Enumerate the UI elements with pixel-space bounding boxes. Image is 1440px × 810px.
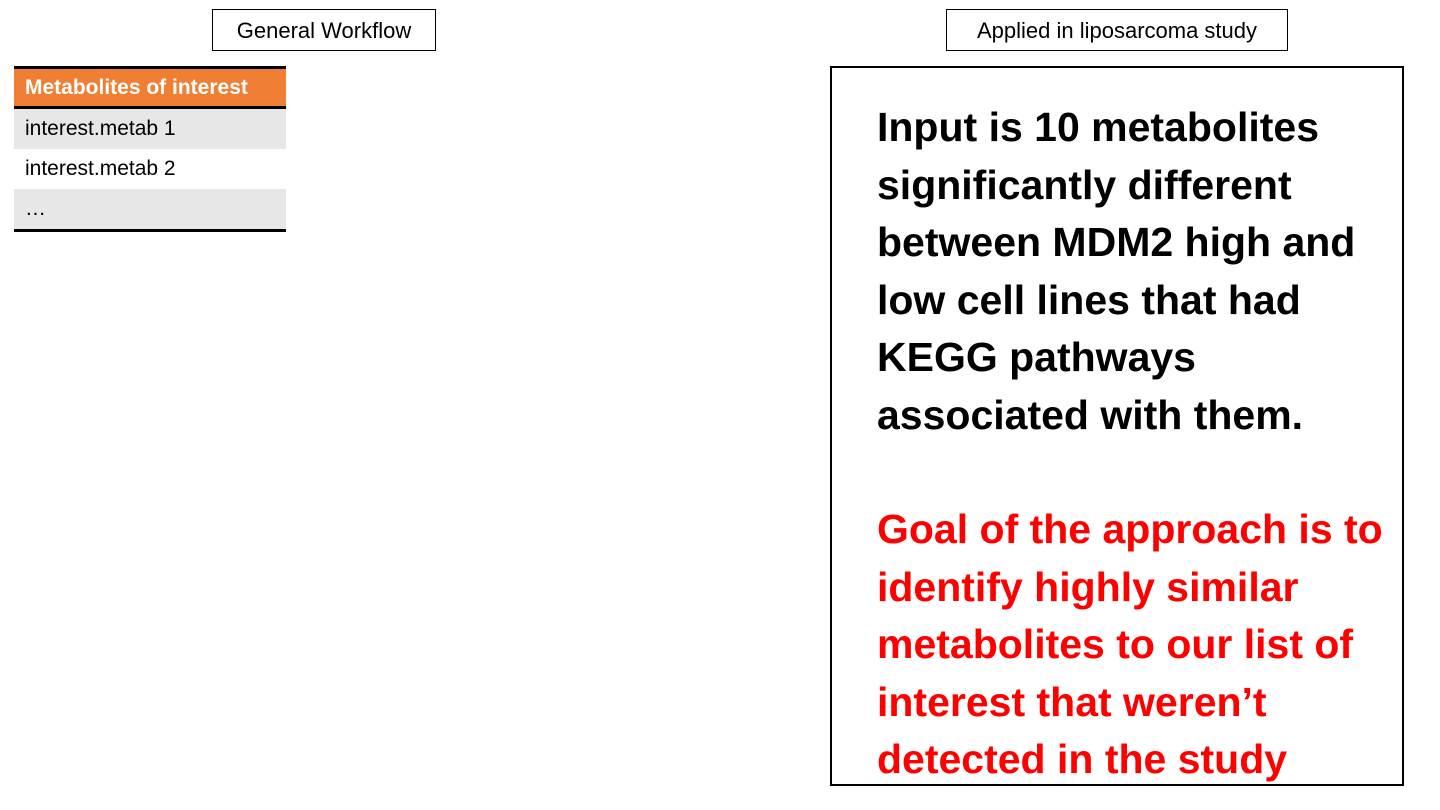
metabolites-table-header: Metabolites of interest bbox=[14, 69, 286, 109]
general-workflow-label: General Workflow bbox=[212, 9, 436, 51]
table-row: … bbox=[14, 189, 286, 229]
applied-study-label: Applied in liposarcoma study bbox=[946, 9, 1288, 51]
input-description-text: Input is 10 metabolites significantly di… bbox=[877, 104, 1356, 438]
study-description-box: Input is 10 metabolites significantly di… bbox=[830, 66, 1404, 786]
goal-description-text: Goal of the approach is to identify high… bbox=[877, 506, 1383, 782]
table-row: interest.metab 2 bbox=[14, 149, 286, 189]
metabolites-table: Metabolites of interest interest.metab 1… bbox=[14, 66, 286, 232]
table-row: interest.metab 1 bbox=[14, 109, 286, 149]
